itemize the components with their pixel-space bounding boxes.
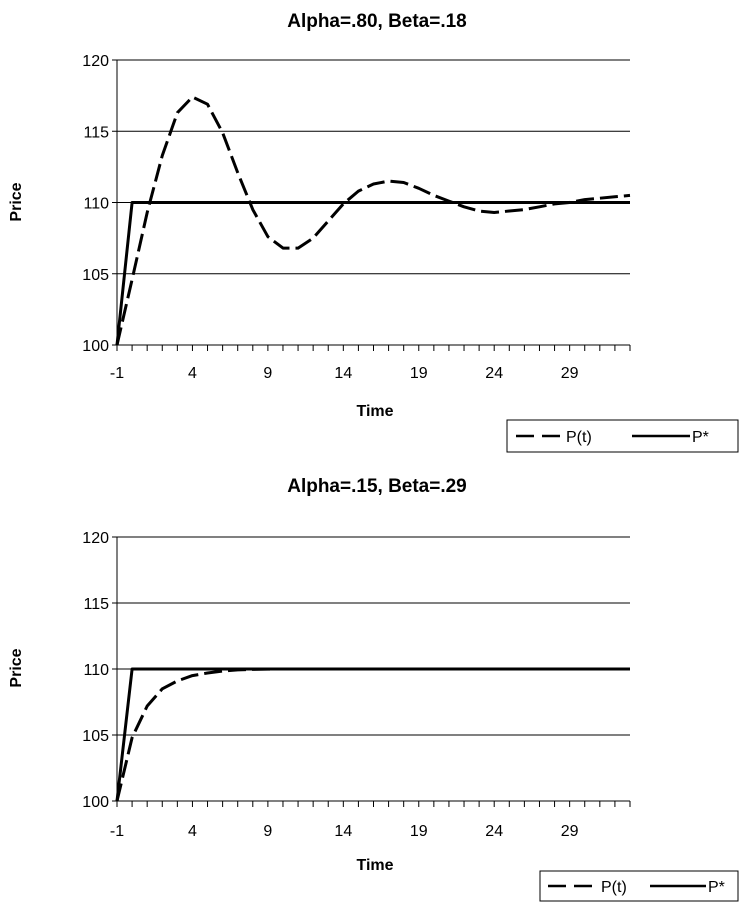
chart-2-series xyxy=(115,667,630,802)
chart-1-x-tick-label: 24 xyxy=(485,365,503,382)
chart-1-series xyxy=(115,95,631,346)
chart-2-y-tick-label: 100 xyxy=(82,794,109,811)
chart-1-series-pstar-line xyxy=(115,201,630,346)
chart-2-x-tick-label: 9 xyxy=(263,823,272,840)
chart-1-legend-label-pstar: P* xyxy=(692,429,709,446)
chart-1-title: Alpha=.80, Beta=.18 xyxy=(287,11,467,32)
chart-1-legend: P(t) P* xyxy=(506,419,739,453)
chart-1-legend-label-pt: P(t) xyxy=(566,429,592,446)
chart-1-y-tick-label: 110 xyxy=(83,196,109,213)
chart-2-x-axis-label: Time xyxy=(356,857,393,874)
chart-2-legend-label-pt: P(t) xyxy=(601,879,627,896)
chart-2-x-tick-label: 29 xyxy=(561,823,579,840)
chart-1-x-tick-label: 29 xyxy=(561,365,579,382)
chart-2-y-tick-labels: 100 105 110 115 120 xyxy=(82,530,109,811)
chart-2-x-tick-label: 24 xyxy=(485,823,503,840)
chart-2-y-tick-label: 110 xyxy=(83,662,109,679)
chart-1-y-tick-labels: 100 105 110 115 120 xyxy=(82,53,109,355)
chart-2-y-tick-label: 105 xyxy=(82,728,109,745)
chart-2-legend-label-pstar: P* xyxy=(708,879,725,896)
chart-1-x-tick-label: -1 xyxy=(110,365,124,382)
chart-1-x-tick-labels: -1 4 9 14 19 24 29 xyxy=(110,365,579,382)
chart-1-y-tick-label: 105 xyxy=(82,267,109,284)
chart-2-y-tick-label: 120 xyxy=(82,530,109,547)
chart-2-x-tick-label: 14 xyxy=(334,823,352,840)
chart-1-y-axis-label: Price xyxy=(8,182,25,221)
chart-2-x-tick-label: 19 xyxy=(410,823,428,840)
chart-1-y-tick-label: 120 xyxy=(82,53,109,70)
chart-2-title: Alpha=.15, Beta=.29 xyxy=(287,476,467,497)
chart-2-series-pstar-line xyxy=(115,667,630,802)
chart-2-x-tick-label: -1 xyxy=(110,823,124,840)
chart-2-x-tick-label: 4 xyxy=(188,823,197,840)
chart-1-x-tick-label: 9 xyxy=(263,365,272,382)
chart-2-axes xyxy=(112,536,631,807)
chart-2-x-tick-labels: -1 4 9 14 19 24 29 xyxy=(110,823,579,840)
chart-1-y-tick-label: 115 xyxy=(83,124,109,141)
chart-1-y-tick-label: 100 xyxy=(82,338,109,355)
chart-2-y-tick-label: 115 xyxy=(83,596,109,613)
chart-1-series-pt-line xyxy=(115,95,631,346)
chart-2: Alpha=.15, Beta=.29 100 105 110 115 120 -1 4 9… xyxy=(8,476,739,902)
chart-1-x-tick-label: 14 xyxy=(334,365,352,382)
chart-2-legend: P(t) P* xyxy=(539,870,739,902)
chart-2-y-axis-label: Price xyxy=(8,648,25,687)
chart-1-x-tick-label: 19 xyxy=(410,365,428,382)
chart-1-axes xyxy=(112,59,631,351)
chart-1-x-axis-label: Time xyxy=(356,403,393,420)
chart-1-x-tick-label: 4 xyxy=(188,365,197,382)
chart-1: Alpha=.80, Beta=.18 100 105 110 115 120 -1 4 9… xyxy=(8,11,739,453)
